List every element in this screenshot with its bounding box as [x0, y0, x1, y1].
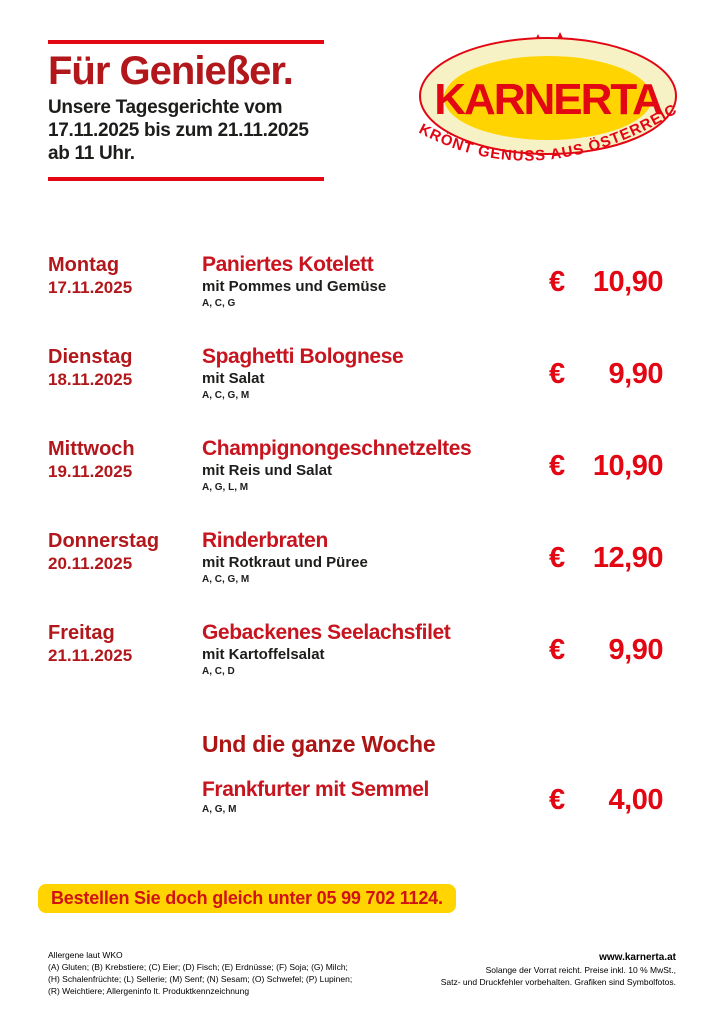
allergen-legend-title: Allergene laut WKO [48, 950, 123, 960]
dish-name: Frankfurter mit Semmel [202, 778, 429, 801]
day-column: Dienstag 18.11.2025 [48, 345, 202, 390]
allergen-legend-line: (H) Schalenfrüchte; (L) Sellerie; (M) Se… [48, 974, 353, 984]
daily-menu: Montag 17.11.2025 Paniertes Kotelett mit… [48, 253, 664, 713]
price-value: 9,90 [608, 358, 664, 390]
menu-row-donnerstag: Donnerstag 20.11.2025 Rinderbraten mit R… [48, 529, 664, 621]
dish-column: Champignongeschnetzeltes mit Reis und Sa… [202, 437, 549, 495]
price-value: 10,90 [592, 450, 664, 482]
weekly-heading: Und die ganze Woche [202, 731, 436, 757]
dish-name: Champignongeschnetzeltes [202, 437, 472, 460]
dish-price: € 4,00 [549, 784, 664, 817]
day-date: 19.11.2025 [48, 462, 133, 481]
dish-price: € 10,90 [549, 266, 664, 299]
dish-name: Gebackenes Seelachsfilet [202, 621, 451, 644]
dish-allergens: A, G, M [202, 804, 237, 815]
day-date: 20.11.2025 [48, 554, 133, 573]
dish-description: mit Pommes und Gemüse [202, 278, 387, 295]
subtitle-line-2: 17.11.2025 bis zum 21.11.2025 [48, 120, 309, 141]
allergen-legend-line: (A) Gluten; (B) Krebstiere; (C) Eier; (D… [48, 962, 348, 972]
karnerta-logo: KARNERTA KRÖNT GENUSS AUS ÖSTERREICH. [392, 11, 700, 188]
currency-symbol: € [549, 450, 565, 482]
price-value: 10,90 [592, 266, 664, 298]
currency-symbol: € [549, 634, 565, 666]
dish-column: Rinderbraten mit Rotkraut und Püree A, C… [202, 529, 549, 587]
weekly-row: Frankfurter mit Semmel A, G, M € 4,00 [48, 778, 664, 817]
order-cta-banner: Bestellen Sie doch gleich unter 05 99 70… [38, 884, 456, 913]
top-rule [48, 40, 324, 44]
day-column: Mittwoch 19.11.2025 [48, 437, 202, 482]
menu-row-dienstag: Dienstag 18.11.2025 Spaghetti Bolognese … [48, 345, 664, 437]
day-name: Dienstag [48, 346, 133, 368]
dish-allergens: A, C, G [202, 298, 236, 309]
currency-symbol: € [549, 542, 565, 574]
legal-line: Satz- und Druckfehler vorbehalten. Grafi… [440, 977, 676, 987]
header: Für Genießer. Unsere Tagesgerichte vom 1… [48, 40, 324, 181]
dish-description: mit Reis und Salat [202, 462, 333, 479]
dish-name: Rinderbraten [202, 529, 328, 552]
day-name: Mittwoch [48, 438, 135, 460]
currency-symbol: € [549, 266, 565, 298]
dish-column: Spaghetti Bolognese mit Salat A, C, G, M [202, 345, 549, 403]
allergen-legend: Allergene laut WKO (A) Gluten; (B) Krebs… [48, 949, 352, 997]
dish-price: € 12,90 [549, 542, 664, 575]
price-value: 4,00 [608, 784, 664, 816]
dish-description: mit Rotkraut und Püree [202, 554, 368, 571]
dish-name: Paniertes Kotelett [202, 253, 374, 276]
day-name: Montag [48, 254, 120, 276]
menu-row-mittwoch: Mittwoch 19.11.2025 Champignongeschnetze… [48, 437, 664, 529]
dish-allergens: A, C, G, M [202, 574, 250, 585]
page-title: Für Genießer. [48, 49, 294, 93]
dish-allergens: A, C, G, M [202, 390, 250, 401]
website-url: www.karnerta.at [599, 952, 676, 963]
day-column: Freitag 21.11.2025 [48, 621, 202, 666]
day-date: 17.11.2025 [48, 278, 133, 297]
logo-brand-text: KARNERTA [434, 75, 663, 124]
day-date: 18.11.2025 [48, 370, 133, 389]
dish-description: mit Kartoffelsalat [202, 646, 325, 663]
dish-price: € 9,90 [549, 358, 664, 391]
day-name: Freitag [48, 622, 115, 644]
allergen-legend-line: (R) Weichtiere; Allergeninfo lt. Produkt… [48, 986, 250, 996]
currency-symbol: € [549, 784, 565, 816]
day-column: Donnerstag 20.11.2025 [48, 529, 202, 574]
dish-price: € 9,90 [549, 634, 664, 667]
day-name: Donnerstag [48, 530, 160, 552]
day-column: Montag 17.11.2025 [48, 253, 202, 298]
logo-graphic: KARNERTA KRÖNT GENUSS AUS ÖSTERREICH. [392, 11, 679, 165]
price-value: 12,90 [592, 542, 664, 574]
price-value: 9,90 [608, 634, 664, 666]
dish-allergens: A, C, D [202, 666, 235, 677]
legal-footer: www.karnerta.at Solange der Vorrat reich… [441, 951, 676, 988]
weekly-section: Und die ganze Woche Frankfurter mit Semm… [48, 731, 664, 817]
subtitle-line-1: Unsere Tagesgerichte vom [48, 97, 283, 118]
dish-price: € 10,90 [549, 450, 664, 483]
logo-inner-oval [444, 56, 652, 140]
dish-column: Frankfurter mit Semmel A, G, M [202, 778, 549, 817]
dish-description: mit Salat [202, 370, 265, 387]
dish-column: Paniertes Kotelett mit Pommes und Gemüse… [202, 253, 549, 311]
bottom-rule [48, 177, 324, 181]
subtitle: Unsere Tagesgerichte vom 17.11.2025 bis … [48, 96, 324, 165]
legal-line: Solange der Vorrat reicht. Preise inkl. … [485, 965, 676, 975]
menu-row-freitag: Freitag 21.11.2025 Gebackenes Seelachsfi… [48, 621, 664, 713]
currency-symbol: € [549, 358, 565, 390]
menu-row-montag: Montag 17.11.2025 Paniertes Kotelett mit… [48, 253, 664, 345]
day-date: 21.11.2025 [48, 646, 133, 665]
dish-name: Spaghetti Bolognese [202, 345, 404, 368]
subtitle-line-3: ab 11 Uhr. [48, 143, 135, 164]
dish-allergens: A, G, L, M [202, 482, 249, 493]
dish-column: Gebackenes Seelachsfilet mit Kartoffelsa… [202, 621, 549, 679]
